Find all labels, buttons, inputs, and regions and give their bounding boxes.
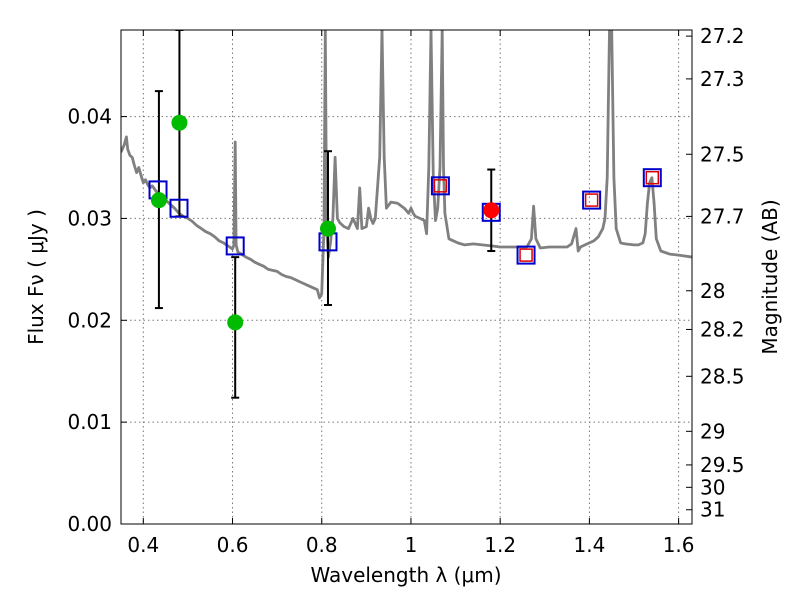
detection-markers	[150, 114, 336, 331]
detection-point	[150, 192, 167, 209]
y-tick-label: 0.03	[67, 206, 112, 230]
model-photometry-square	[516, 245, 536, 265]
observed-photometry-square	[433, 179, 448, 193]
f110w-detection-point	[483, 202, 500, 219]
f110w-detection-markers	[483, 202, 500, 219]
x-tick-labels: 0.4 0.6 0.8 1 1.2 1.4 1.6	[127, 533, 694, 557]
y2-axis-label: Magnitude (AB)	[758, 199, 782, 354]
plot-area	[121, 30, 692, 399]
y-tick-labels: 0.00 0.01 0.02 0.03 0.04	[67, 105, 112, 536]
y-axis-label: Flux Fν ( μJy )	[24, 209, 48, 345]
model-photometry-square	[169, 198, 189, 218]
y2-tick-label: 27.5	[700, 142, 745, 166]
model-photometry-square	[582, 190, 602, 210]
y2-tick-label: 27.3	[700, 67, 745, 91]
model-photometry-square	[225, 236, 245, 256]
model-sed-line	[121, 30, 692, 300]
model-photometry-square	[430, 176, 450, 196]
axis-ticks	[121, 30, 692, 525]
y-tick-label: 0.00	[67, 512, 112, 536]
y2-tick-label: 28.2	[700, 317, 745, 341]
y2-tick-label: 28.5	[700, 364, 745, 388]
model-photometry-markers	[148, 168, 662, 265]
detection-point	[171, 114, 188, 131]
x-tick-label: 0.6	[217, 533, 249, 557]
x-tick-label: 1	[405, 533, 418, 557]
y2-tick-label: 30	[700, 475, 725, 499]
x-tick-label: 1.2	[484, 533, 516, 557]
x-tick-label: 0.4	[127, 533, 159, 557]
axes-frame	[120, 29, 693, 525]
model-photometry-square	[642, 168, 662, 188]
y2-tick-label: 29	[700, 419, 725, 443]
y2-tick-label: 29.5	[700, 453, 745, 477]
y2-tick-label: 31	[700, 498, 725, 522]
grid-lines	[121, 30, 692, 525]
y-tick-label: 0.01	[67, 410, 112, 434]
y-tick-label: 0.04	[67, 105, 112, 129]
x-axis-label: Wavelength λ (μm)	[310, 563, 501, 587]
detection-point	[319, 220, 336, 237]
observed-photometry-square	[645, 170, 660, 185]
detection-point	[227, 314, 244, 331]
y2-tick-label: 27.2	[700, 24, 745, 48]
observed-photometry-markers	[433, 170, 660, 262]
y2-tick-label: 27.7	[700, 204, 745, 228]
x-tick-label: 1.4	[573, 533, 605, 557]
observed-photometry-square	[519, 248, 533, 262]
y2-tick-label: 28	[700, 279, 725, 303]
x-tick-label: 0.8	[306, 533, 338, 557]
y-tick-label: 0.02	[67, 308, 112, 332]
observed-photometry-square	[584, 193, 599, 207]
x-tick-label: 1.6	[663, 533, 695, 557]
